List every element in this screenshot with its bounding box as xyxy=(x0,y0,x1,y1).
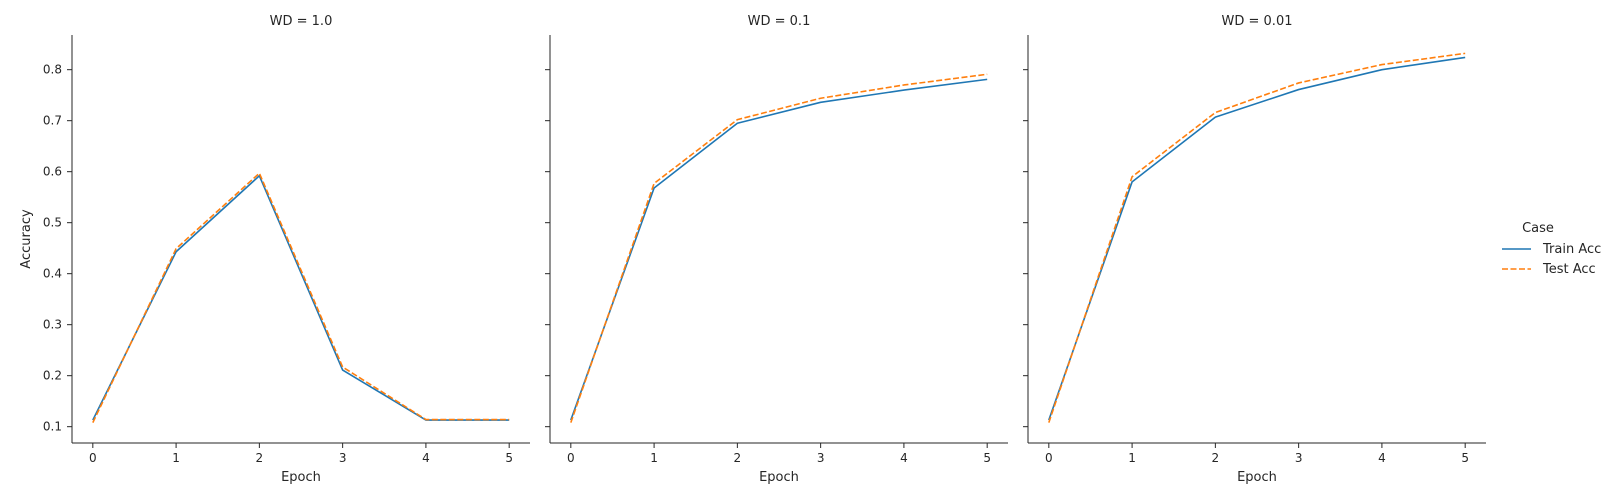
legend-title: Case xyxy=(1522,221,1554,236)
x-tick-label: 4 xyxy=(1378,451,1386,465)
legend-label-test-acc: Test Acc xyxy=(1542,262,1596,277)
legend: Case Train Acc Test Acc xyxy=(1502,221,1601,277)
facet-panel-1: WD = 1.0 0 1 2 3 4 5 0.1 0.2 0.3 0.4 0.5 0.6 0.7 0.8 Ep… xyxy=(19,14,530,485)
facet-panel-3: WD = 0.01 0 1 2 3 4 5 Epoch xyxy=(1023,14,1486,485)
facet-panels: WD = 1.0 0 1 2 3 4 5 0.1 0.2 0.3 0.4 0.5 0.6 0.7 0.8 Ep… xyxy=(19,14,1486,485)
y-tick-label: 0.4 xyxy=(43,267,62,281)
facet-panel-2: WD = 0.1 0 1 2 3 4 5 Epoch xyxy=(545,14,1008,485)
panel-title: WD = 1.0 xyxy=(270,14,333,29)
y-tick-label: 0.5 xyxy=(43,216,62,230)
x-tick-label: 2 xyxy=(1212,451,1220,465)
x-tick-label: 3 xyxy=(339,451,347,465)
x-tick-label: 3 xyxy=(1295,451,1303,465)
y-tick-label: 0.7 xyxy=(43,114,62,128)
series-line-train-acc xyxy=(570,78,988,421)
x-tick-label: 2 xyxy=(256,451,264,465)
panel-title: WD = 0.1 xyxy=(748,14,811,29)
y-tick-label: 0.6 xyxy=(43,165,62,179)
x-tick-label: 2 xyxy=(734,451,742,465)
series-line-test-acc xyxy=(92,172,510,423)
x-axis-label: Epoch xyxy=(1237,470,1277,485)
x-tick-label: 1 xyxy=(1128,451,1136,465)
series-line-test-acc xyxy=(1048,52,1466,423)
x-tick-label: 5 xyxy=(983,451,991,465)
series-line-test-acc xyxy=(570,73,988,423)
x-tick-label: 5 xyxy=(505,451,513,465)
y-tick-label: 0.8 xyxy=(43,63,62,77)
x-tick-label: 0 xyxy=(1045,451,1053,465)
x-tick-label: 4 xyxy=(900,451,908,465)
x-tick-label: 4 xyxy=(422,451,430,465)
x-tick-label: 0 xyxy=(89,451,97,465)
x-tick-label: 1 xyxy=(650,451,658,465)
y-tick-label: 0.2 xyxy=(43,369,62,383)
x-tick-label: 5 xyxy=(1461,451,1469,465)
y-axis-label: Accuracy xyxy=(19,209,34,269)
y-tick-label: 0.3 xyxy=(43,318,62,332)
x-tick-label: 0 xyxy=(567,451,575,465)
series-line-train-acc xyxy=(1048,56,1466,421)
series-line-train-acc xyxy=(92,174,510,421)
x-axis-label: Epoch xyxy=(281,470,321,485)
legend-label-train-acc: Train Acc xyxy=(1542,242,1601,257)
y-tick-label: 0.1 xyxy=(43,420,62,434)
panel-title: WD = 0.01 xyxy=(1222,14,1293,29)
x-tick-label: 3 xyxy=(817,451,825,465)
x-tick-label: 1 xyxy=(172,451,180,465)
x-axis-label: Epoch xyxy=(759,470,799,485)
